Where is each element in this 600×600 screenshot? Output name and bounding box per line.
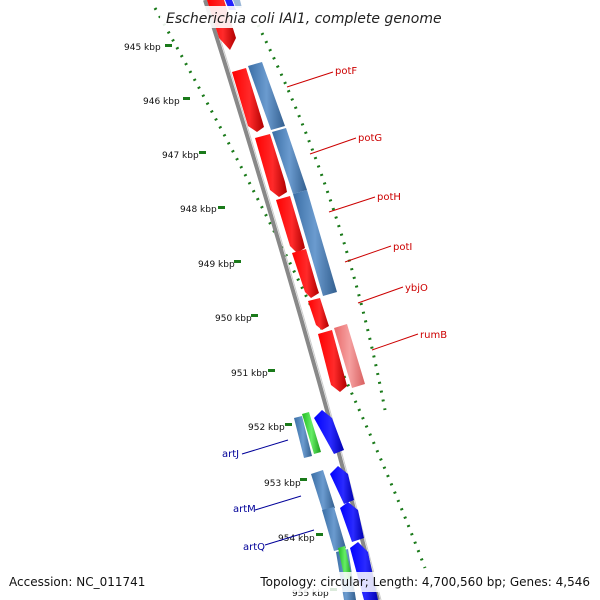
tick-label-948: 948 kbp — [180, 205, 217, 215]
cds-reverse-2 — [330, 466, 354, 504]
cds-potI — [292, 249, 319, 298]
gene-label-potF: potF — [335, 66, 357, 77]
tick-label-945: 945 kbp — [124, 43, 161, 53]
title-backing — [160, 6, 440, 28]
reverse-cds-track — [314, 410, 378, 600]
gene-label-artQ: artQ — [243, 542, 265, 553]
tick-label-947: 947 kbp — [162, 151, 199, 161]
leader-potG — [309, 137, 357, 155]
tick-label-951: 951 kbp — [231, 369, 268, 379]
forward-cds-track — [232, 68, 347, 392]
cds-reverse-3 — [340, 502, 364, 542]
tick-mark-951 — [268, 369, 275, 372]
gene-label-potH: potH — [377, 192, 401, 203]
leader-artQ — [264, 529, 315, 546]
genome-summary-text: Topology: circular; Length: 4,700,560 bp… — [259, 575, 590, 589]
cds-ybjO — [308, 298, 329, 330]
cds-potG — [255, 134, 287, 197]
leader-rumB — [371, 333, 419, 351]
cds-reverse-1 — [314, 410, 344, 454]
steel-feature-artM — [311, 470, 335, 512]
tick-mark-946 — [183, 97, 190, 100]
steel-feature-artQ — [322, 507, 346, 551]
tick-label-950: 950 kbp — [215, 314, 252, 324]
leader-potF — [286, 71, 334, 88]
gene-labels-left: artJ artM artQ — [222, 439, 315, 553]
tick-mark-954 — [316, 533, 323, 536]
gene-label-potG: potG — [358, 133, 382, 144]
pink-feature-rumB — [334, 324, 365, 388]
tick-label-946: 946 kbp — [143, 97, 180, 107]
leader-artJ — [241, 439, 289, 455]
steel-feature-2 — [272, 128, 307, 194]
tick-mark-949 — [234, 260, 241, 263]
gene-labels-right: potF potG potH potI ybjO rumB — [286, 66, 447, 351]
leader-ybjO — [357, 286, 404, 304]
tick-mark-948 — [218, 206, 225, 209]
steel-feature-artJ — [294, 416, 312, 458]
tick-label-954: 954 kbp — [278, 534, 315, 544]
green-feature-2 — [338, 546, 352, 580]
tick-labels: 945 kbp 946 kbp 947 kbp 948 kbp 949 kbp … — [124, 43, 329, 599]
tick-label-949: 949 kbp — [198, 260, 235, 270]
leader-potH — [328, 196, 376, 213]
gene-label-rumB: rumB — [420, 330, 447, 341]
tick-label-953: 953 kbp — [264, 479, 301, 489]
accession-text: Accession: NC_011741 — [9, 575, 145, 589]
tick-mark-953 — [300, 478, 307, 481]
gene-label-potI: potI — [393, 242, 412, 253]
gene-label-ybjO: ybjO — [405, 283, 428, 294]
tick-mark-945 — [165, 44, 172, 47]
tick-ring-outer — [256, 24, 387, 411]
tick-label-952: 952 kbp — [248, 423, 285, 433]
steel-feature-3 — [293, 190, 337, 296]
tick-mark-947 — [199, 151, 206, 154]
footer-backing — [0, 572, 600, 592]
green-feature-track — [302, 412, 352, 580]
tick-label-955: 955 kbp — [292, 589, 329, 599]
tick-mark-952 — [285, 423, 292, 426]
green-feature-1 — [302, 412, 321, 454]
cds-potF — [232, 68, 264, 132]
leader-artM — [254, 495, 302, 511]
steel-feature-1 — [248, 62, 285, 130]
gene-label-artJ: artJ — [222, 449, 239, 460]
cds-rumB — [318, 330, 347, 392]
tick-mark-950 — [251, 314, 258, 317]
cds-potH — [276, 196, 305, 253]
gene-label-artM: artM — [233, 504, 256, 515]
leader-potI — [344, 245, 392, 263]
map-title: Escherichia coli IAI1, complete genome — [166, 11, 442, 27]
